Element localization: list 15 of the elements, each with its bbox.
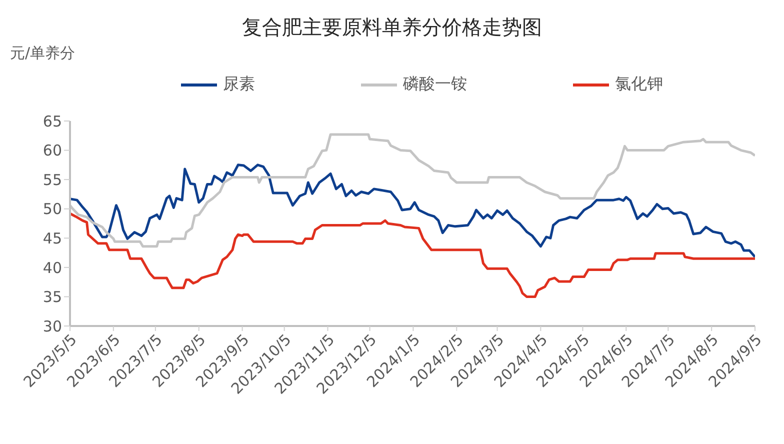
legend-label: 磷酸一铵	[403, 74, 467, 95]
y-tick-label: 65	[42, 112, 62, 130]
line-series	[70, 164, 755, 258]
legend-label: 尿素	[223, 74, 255, 95]
y-tick-label: 35	[42, 288, 62, 306]
y-tick-label: 30	[42, 317, 62, 336]
y-tick-label: 40	[42, 258, 62, 277]
y-tick-label: 55	[42, 170, 62, 189]
y-tick-label: 50	[42, 200, 62, 218]
y-tick-label: 60	[42, 142, 62, 160]
y-axis-title: 元/单养分	[10, 44, 76, 63]
chart-title: 复合肥主要原料单养分价格走势图	[241, 14, 543, 41]
y-tick-label: 45	[42, 229, 62, 248]
legend-label: 氯化钾	[615, 74, 663, 95]
line-series	[70, 212, 755, 298]
